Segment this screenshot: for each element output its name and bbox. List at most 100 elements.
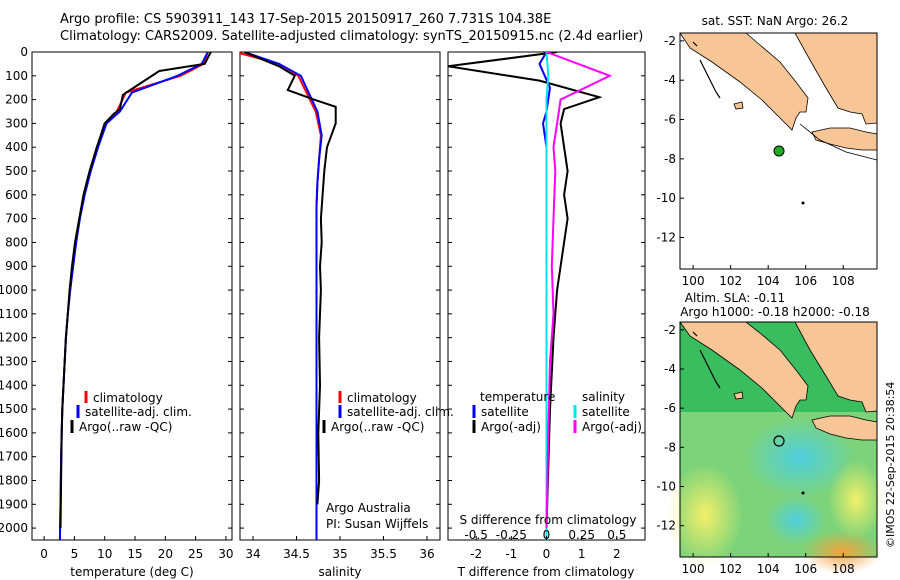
depth-tick-label: 1200 [0,331,28,345]
series-line-temperature-argo-adj- [448,52,603,529]
legend-temperature-title: temperature [480,390,555,404]
legend-t-satellite: satellite [481,405,529,419]
series-line-satellite-adj-clim- [243,52,323,540]
legend-t-argo: Argo(-adj) [481,420,541,434]
series-line-argo-raw-qc- [59,52,212,529]
top-map [679,32,878,270]
argo-float-marker [773,145,785,157]
small-island [733,101,744,110]
salinity-panel-frame [239,51,441,541]
map-x-label: 102 [719,562,742,576]
s-tick-label: -0.25 [496,528,527,542]
depth-tick-label: 1100 [0,307,28,321]
depth-tick-label: 1600 [0,426,28,440]
argo-float-marker [773,435,785,447]
difference-legend: temperature satellite Argo(-adj) salinit… [472,390,642,434]
x-tick-label: 1 [578,547,586,561]
x-tick-label: 30 [218,547,233,561]
depth-tick-label: 1900 [0,497,28,511]
x-tick-label: 10 [97,547,112,561]
x-tick-label: 2 [613,547,621,561]
depth-tick-label: 2000 [0,521,28,535]
depth-tick-label: 900 [5,259,28,273]
map-x-label: 106 [794,274,817,288]
series-line-argo-raw-qc- [243,52,337,505]
legend-s-satellite: satellite [582,405,630,419]
s-difference-label: S difference from climatology [460,513,637,527]
map-y-label: -10 [656,480,676,494]
bottom-map-title-line2: Argo h1000: -0.18 h2000: -0.18 [680,305,870,319]
salinity-legend-argo: Argo(..raw -QC) [331,420,424,434]
legend-salinity-title: salinity [582,390,625,404]
depth-tick-label: 800 [5,235,28,249]
s-tick-label: 0.25 [568,528,595,542]
map-x-label: 104 [757,562,780,576]
x-tick-label: 15 [127,547,142,561]
salinity-depth-ticks [240,51,440,529]
x-tick-label: 20 [158,547,173,561]
map-x-label: 108 [832,274,855,288]
map-x-label: 100 [682,274,705,288]
legend-satellite-adj: satellite-adj. clim. [85,405,192,419]
sla-cyan-south [766,495,826,545]
depth-tick-label: 0 [20,45,28,59]
x-tick-label: 36 [419,547,434,561]
depth-tick-label: 600 [5,188,28,202]
sla-yellow-west [667,463,743,567]
difference-xlabel: T difference from climatology [457,565,635,579]
bottom-map-frame [679,321,878,558]
depth-tick-label: 300 [5,116,28,130]
java-outline [799,123,878,161]
map-y-label: -8 [664,152,676,166]
salinity-legend-satellite-adj: satellite-adj. clim. [347,405,454,419]
depth-tick-label: 100 [5,69,28,83]
x-tick-label: 25 [188,547,203,561]
map-y-label: -2 [664,323,676,337]
depth-tick-label: 700 [5,212,28,226]
depth-tick-label: 200 [5,93,28,107]
map-x-label: 100 [682,562,705,576]
tiny-island [801,201,805,205]
temperature-panel-frame [31,51,233,541]
sla-orange-south [802,530,882,574]
x-tick-label: -2 [470,547,482,561]
legend-argo: Argo(..raw -QC) [79,420,172,434]
difference-depth-ticks [448,51,645,529]
depth-tick-label: 1000 [0,283,28,297]
depth-tick-label: 1800 [0,473,28,487]
temperature-legend: climatology satellite-adj. clim. Argo(..… [70,391,192,434]
imos-timestamp: ©IMOS 22-Sep-2015 20:38:54 [884,382,897,548]
top-map-frame [679,32,878,270]
series-line-salinity-argo-adj- [545,52,613,529]
map-y-label: -8 [664,440,676,454]
salinity-legend: climatology satellite-adj. clim. Argo(..… [322,391,454,434]
title-line2: Climatology: CARS2009. Satellite-adjuste… [60,29,644,44]
x-tick-label: 0 [40,547,48,561]
pi-note: PI: Susan Wijffels [326,517,428,531]
tiny-island [801,491,805,495]
depth-tick-label: 1700 [0,450,28,464]
map-x-label: 106 [794,562,817,576]
map-x-label: 108 [832,562,855,576]
s-tick-label: 0 [543,528,551,542]
x-tick-label: 35 [332,547,347,561]
s-tick-label: 0.5 [607,528,626,542]
legend-climatology: climatology [93,391,163,405]
map-y-label: -10 [656,191,676,205]
argo-australia-note: Argo Australia [326,501,411,515]
depth-tick-label: 1300 [0,354,28,368]
sla-cyan-patch [745,418,855,498]
x-tick-label: -1 [505,547,517,561]
legend-s-argo: Argo(-adj) [582,420,642,434]
depth-tick-label: 400 [5,140,28,154]
depth-tick-label: 1500 [0,402,28,416]
map-y-label: -12 [656,231,676,245]
x-tick-label: 35.5 [370,547,397,561]
bottom-map-title-line1: Altim. SLA: -0.11 [685,291,785,305]
islands-chain [692,331,721,389]
x-tick-label: 5 [71,547,79,561]
salinity-legend-climatology: climatology [347,391,417,405]
s-tick-label: -0.5 [464,528,487,542]
salinity-xlabel: salinity [318,565,361,579]
islands-chain [692,41,721,99]
